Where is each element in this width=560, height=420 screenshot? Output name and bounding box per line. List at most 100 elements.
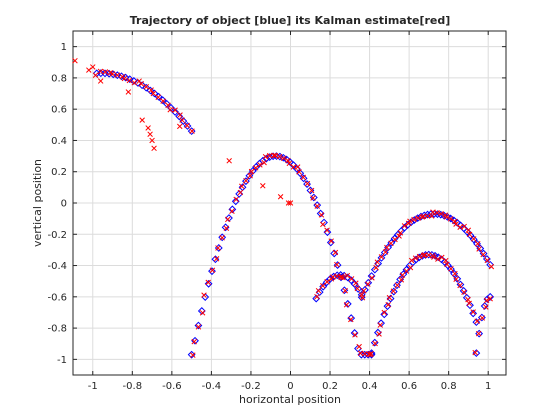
red-estimate-point	[368, 350, 374, 357]
x-tick-label: -0.4	[202, 381, 222, 392]
blue-trajectory-point	[125, 75, 134, 84]
red-estimate-point	[177, 112, 183, 118]
red-estimate-point	[353, 280, 359, 286]
red-estimate-point	[191, 338, 197, 345]
red-estimate-point	[138, 81, 145, 87]
red-estimate-point	[401, 223, 408, 229]
red-estimate-point	[320, 221, 326, 228]
red-estimate-point	[223, 225, 230, 232]
red-estimate-point	[479, 315, 486, 321]
red-estimate-point	[466, 300, 472, 307]
red-estimate-point	[487, 295, 493, 302]
red-estimate-point	[416, 253, 423, 260]
blue-trajectory-point	[347, 276, 356, 285]
red-estimate-point	[165, 102, 171, 109]
red-estimate-point	[447, 216, 454, 222]
red-estimate-point	[396, 233, 402, 239]
blue-trajectory-point	[179, 117, 188, 125]
red-estimate-point	[398, 277, 405, 283]
x-ticks: -1 -0.8 -0.6 -0.4 -0.2 0 0.2 0.4 0.6 0.8 1	[88, 31, 491, 392]
red-estimate-point	[143, 84, 149, 90]
red-estimate-point	[470, 309, 476, 315]
x-axis-label: horizontal position	[239, 393, 341, 406]
blue-trajectory-point	[333, 261, 342, 269]
blue-trajectory-point	[459, 286, 468, 295]
y-tick-label: 0.8	[51, 73, 67, 84]
red-estimate-point	[408, 257, 415, 264]
red-estimate-point	[229, 208, 235, 214]
red-estimate-point	[376, 331, 382, 337]
red-estimate-point	[318, 212, 325, 218]
red-estimate-point	[294, 164, 301, 170]
blue-trajectory-point	[142, 83, 151, 92]
red-estimate-point	[125, 89, 132, 95]
red-estimate-point	[428, 213, 435, 219]
red-estimate-point	[90, 64, 96, 70]
blue-series	[92, 69, 495, 359]
y-tick-label: -0.6	[47, 292, 67, 303]
blue-trajectory-point	[319, 282, 328, 291]
red-estimate-point	[470, 236, 477, 242]
blue-trajectory-point	[129, 77, 138, 85]
red-estimate-point	[475, 241, 481, 247]
red-estimate-point	[328, 238, 334, 244]
red-estimate-point	[257, 162, 263, 168]
red-estimate-point	[453, 221, 459, 227]
red-estimate-point	[92, 72, 99, 78]
blue-trajectory-point	[343, 299, 352, 308]
red-estimate-point	[381, 309, 388, 316]
red-estimate-point	[382, 249, 389, 255]
red-estimate-point	[215, 245, 221, 251]
blue-trajectory-point	[367, 272, 376, 280]
red-estimate-point	[304, 180, 311, 187]
red-estimate-point	[109, 71, 116, 77]
red-estimate-point	[384, 244, 390, 251]
blue-trajectory-point	[350, 329, 359, 337]
red-estimate-point	[97, 78, 104, 84]
blue-trajectory-point	[113, 71, 122, 80]
blue-trajectory-point	[175, 112, 184, 121]
x-tick-label: -0.2	[241, 381, 261, 392]
red-estimate-point	[252, 165, 259, 171]
red-estimate-point	[385, 302, 391, 308]
blue-trajectory-point	[347, 314, 356, 322]
red-estimate-point	[190, 352, 196, 358]
y-tick-label: 0	[61, 199, 67, 210]
blue-trajectory-point	[380, 248, 389, 257]
blue-trajectory-point	[469, 235, 478, 244]
blue-trajectory-point	[354, 285, 363, 293]
red-estimate-point	[365, 281, 371, 287]
x-tick-label: 0.2	[322, 381, 338, 392]
red-estimate-point	[420, 252, 427, 259]
red-estimate-point	[114, 72, 121, 78]
red-estimate-point	[147, 131, 153, 137]
y-tick-label: 1	[61, 42, 67, 53]
red-estimate-point	[209, 267, 216, 274]
red-estimate-point	[330, 274, 336, 280]
red-estimate-point	[97, 68, 104, 75]
y-axis-label: vertical position	[31, 159, 44, 247]
red-estimate-point	[377, 322, 384, 328]
x-tick-label: 0.4	[362, 381, 378, 392]
red-estimate-point	[334, 273, 340, 279]
red-estimate-point	[310, 195, 316, 201]
red-estimate-point	[466, 231, 473, 238]
red-estimate-point	[261, 159, 267, 166]
red-estimate-point	[397, 230, 404, 236]
red-estimate-point	[148, 87, 154, 93]
red-estimate-point	[340, 274, 346, 281]
blue-trajectory-point	[171, 108, 180, 116]
x-tick-label: 0.6	[401, 381, 417, 392]
red-estimate-point	[225, 216, 231, 223]
red-estimate-point	[343, 302, 350, 308]
y-tick-label: 0.6	[51, 105, 67, 116]
y-ticks: -1 -0.8 -0.6 -0.4 -0.2 0 0.2 0.4 0.6 0.8 1	[47, 42, 506, 366]
blue-trajectory-point	[389, 287, 398, 296]
red-estimate-point	[431, 254, 437, 260]
blue-trajectory-point	[208, 267, 216, 276]
blue-trajectory-point	[447, 265, 455, 274]
blue-trajectory-point	[380, 310, 389, 319]
y-tick-label: 0.4	[51, 136, 67, 147]
